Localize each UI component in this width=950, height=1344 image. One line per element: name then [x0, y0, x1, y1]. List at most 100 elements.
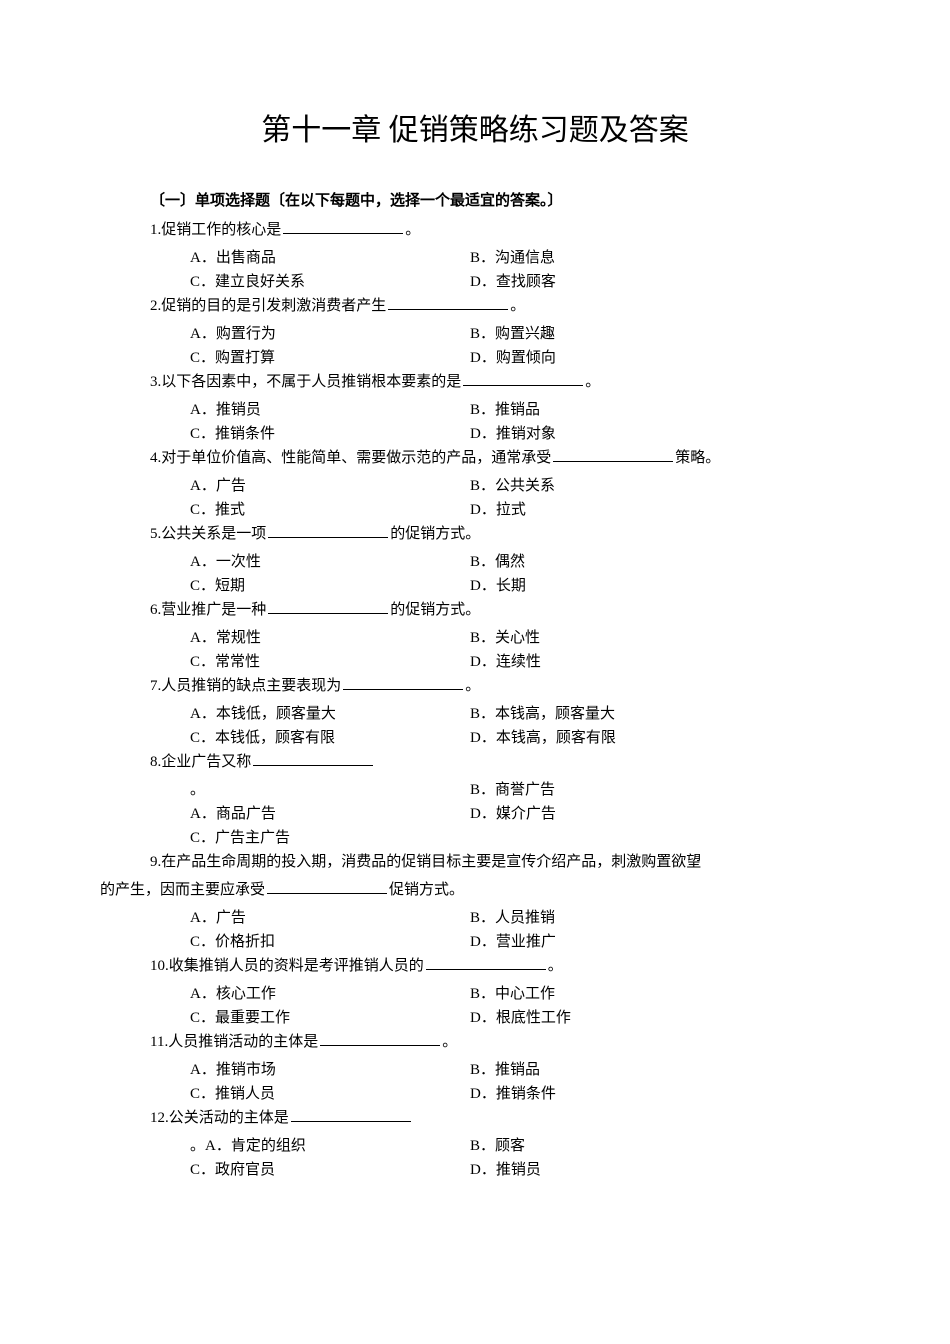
options-row: C．政府官员D．推销员: [100, 1158, 850, 1182]
question-11: 11. 人员推销活动的主体是。: [100, 1030, 850, 1054]
page-title: 第十一章 促销策略练习题及答案: [100, 105, 850, 149]
option: A．推销员: [190, 398, 470, 422]
option: D．查找顾客: [470, 270, 850, 294]
option: A．购置行为: [190, 322, 470, 346]
question-4: 4. 对于单位价值高、性能简单、需要做示范的产品，通常承受策略。: [100, 446, 850, 470]
blank-line: [553, 447, 673, 462]
options-row: A．本钱低，顾客量大B．本钱高，顾客量大: [100, 702, 850, 726]
options-row: A．推销市场B．推销品: [100, 1058, 850, 1082]
option: D．媒介广告: [470, 802, 850, 826]
option: A．常规性: [190, 626, 470, 650]
question-text-after: 。: [548, 958, 563, 974]
option: B．中心工作: [470, 982, 850, 1006]
question-6: 6. 营业推广是一种 的促销方式。: [100, 598, 850, 622]
options-row: A．商品广告D．媒介广告: [100, 802, 850, 826]
options-row: C．推式D．拉式: [100, 498, 850, 522]
continuation-text: 的产生，因而主要应承受: [100, 882, 265, 898]
question-7: 7. 人员推销的缺点主要表现为。: [100, 674, 850, 698]
blank-line: [268, 523, 388, 538]
blank-line: [426, 955, 546, 970]
options-row: C．购置打算D．购置倾向: [100, 346, 850, 370]
options-row: C．价格折扣D．营业推广: [100, 930, 850, 954]
option: B．偶然: [470, 550, 850, 574]
option: C．本钱低，顾客有限: [190, 726, 470, 750]
question-number: 7.: [150, 674, 161, 698]
option: B．推销品: [470, 398, 850, 422]
option: A．商品广告: [190, 802, 470, 826]
options-row: A．广告B．公共关系: [100, 474, 850, 498]
option: C．短期: [190, 574, 470, 598]
options-row: C．建立良好关系D．查找顾客: [100, 270, 850, 294]
option: 。: [190, 778, 470, 802]
option: C．购置打算: [190, 346, 470, 370]
option: A．广告: [190, 474, 470, 498]
option: C．建立良好关系: [190, 270, 470, 294]
question-continuation: 的产生，因而主要应承受 促销方式。: [100, 878, 850, 902]
question-5: 5. 公共关系是一项的促销方式。: [100, 522, 850, 546]
question-1: 1. 促销工作的核心是 。: [100, 218, 850, 242]
option: C．政府官员: [190, 1158, 470, 1182]
question-text-before: 促销的目的是引发刺激消费者产生: [161, 298, 386, 314]
option: A．一次性: [190, 550, 470, 574]
options-row: 。A．肯定的组织B．顾客: [100, 1134, 850, 1158]
question-text-after: 。: [442, 1034, 457, 1050]
question-number: 1.: [150, 218, 161, 242]
question-number: 2.: [150, 294, 161, 318]
question-text-after: 。: [585, 374, 600, 390]
option: A．本钱低，顾客量大: [190, 702, 470, 726]
options-row: C．常常性D．连续性: [100, 650, 850, 674]
option: [470, 826, 850, 850]
option: B．公共关系: [470, 474, 850, 498]
question-text-before: 促销工作的核心是: [161, 222, 281, 238]
options-row: A．购置行为B．购置兴趣: [100, 322, 850, 346]
option: A．出售商品: [190, 246, 470, 270]
question-number: 11.: [150, 1030, 168, 1054]
options-row: A．广告B．人员推销: [100, 906, 850, 930]
question-number: 6.: [150, 598, 161, 622]
question-9: 9. 在产品生命周期的投入期，消费品的促销目标主要是宣传介绍产品，刺激购置欲望: [100, 850, 850, 874]
question-text-after: 。: [510, 298, 525, 314]
option: D．推销员: [470, 1158, 850, 1182]
question-text-before: 营业推广是一种: [161, 602, 266, 618]
blank-line: [283, 219, 403, 234]
option: D．长期: [470, 574, 850, 598]
section-header: 〔一〕单项选择题〔在以下每题中，选择一个最适宜的答案。〕: [100, 189, 850, 210]
option: D．本钱高，顾客有限: [470, 726, 850, 750]
options-row: C．广告主广告: [100, 826, 850, 850]
option: D．购置倾向: [470, 346, 850, 370]
option: C．最重要工作: [190, 1006, 470, 1030]
options-row: C．短期D．长期: [100, 574, 850, 598]
question-10: 10. 收集推销人员的资料是考评推销人员的。: [100, 954, 850, 978]
option: D．推销对象: [470, 422, 850, 446]
question-text-before: 以下各因素中，不属于人员推销根本要素的是: [161, 374, 461, 390]
option: B．顾客: [470, 1134, 850, 1158]
options-row: C．最重要工作D．根底性工作: [100, 1006, 850, 1030]
question-number: 9.: [150, 850, 161, 874]
options-row: C．本钱低，顾客有限D．本钱高，顾客有限: [100, 726, 850, 750]
question-text-before: 公共关系是一项: [161, 526, 266, 542]
option: A．推销市场: [190, 1058, 470, 1082]
option: A．核心工作: [190, 982, 470, 1006]
option: B．人员推销: [470, 906, 850, 930]
question-3: 3. 以下各因素中，不属于人员推销根本要素的是 。: [100, 370, 850, 394]
option: B．关心性: [470, 626, 850, 650]
question-text-after: 的促销方式。: [390, 526, 480, 542]
question-text-before: 在产品生命周期的投入期，消费品的促销目标主要是宣传介绍产品，刺激购置欲望: [161, 854, 701, 870]
question-number: 3.: [150, 370, 161, 394]
option: A．广告: [190, 906, 470, 930]
blank-line: [343, 675, 463, 690]
question-text-after: 策略。: [675, 450, 720, 466]
continuation-text-after: 促销方式。: [389, 882, 464, 898]
option: C．推销人员: [190, 1082, 470, 1106]
options-row: A．推销员B．推销品: [100, 398, 850, 422]
options-row: A．一次性B．偶然: [100, 550, 850, 574]
blank-line: [268, 599, 388, 614]
question-text-after: 。: [405, 222, 420, 238]
question-8: 8. 企业广告又称: [100, 750, 850, 774]
question-text-after: 的促销方式。: [390, 602, 480, 618]
blank-line: [291, 1107, 411, 1122]
blank-line: [388, 295, 508, 310]
option: D．根底性工作: [470, 1006, 850, 1030]
question-2: 2. 促销的目的是引发刺激消费者产生 。: [100, 294, 850, 318]
question-text-after: 。: [465, 678, 480, 694]
